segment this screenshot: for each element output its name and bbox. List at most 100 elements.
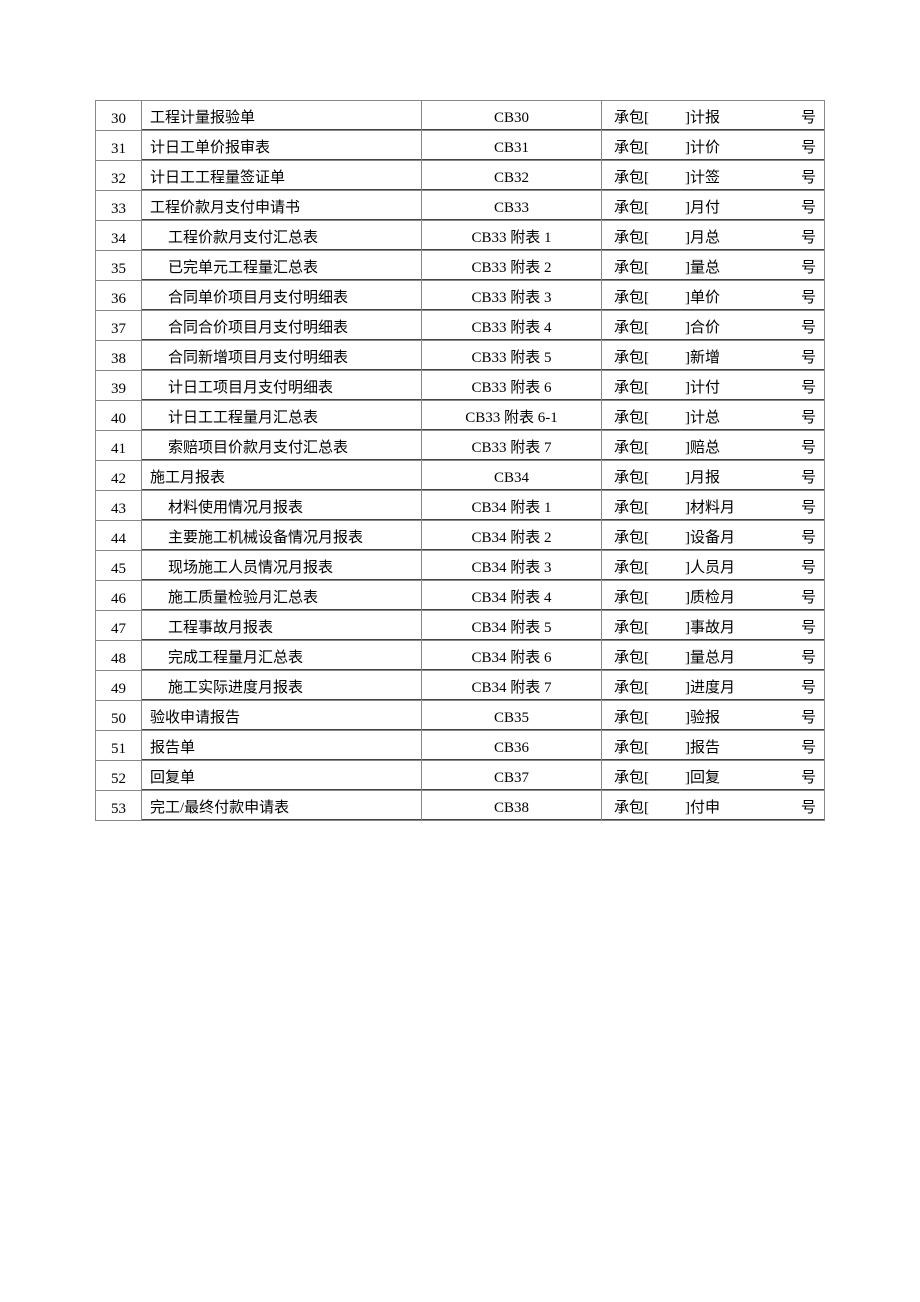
ref-label: 计付 bbox=[690, 380, 720, 396]
row-reference-left: 承包[]计价 bbox=[614, 136, 720, 157]
row-reference-left: 承包[]报告 bbox=[614, 736, 720, 757]
row-name: 索赔项目价款月支付汇总表 bbox=[142, 431, 422, 461]
row-name: 报告单 bbox=[142, 731, 422, 761]
row-code: CB33 附表 7 bbox=[422, 431, 602, 461]
table-row: 43材料使用情况月报表CB34 附表 1承包[]材料月号 bbox=[96, 491, 825, 521]
row-name: 施工月报表 bbox=[142, 461, 422, 491]
ref-suffix: 号 bbox=[801, 136, 816, 157]
row-code-text: CB32 bbox=[422, 170, 601, 190]
row-reference-left: 承包[]回复 bbox=[614, 766, 720, 787]
row-name: 验收申请报告 bbox=[142, 701, 422, 731]
row-reference-left: 承包[]赔总 bbox=[614, 436, 720, 457]
row-code: CB34 附表 3 bbox=[422, 551, 602, 581]
row-reference-left: 承包[]月付 bbox=[614, 196, 720, 217]
row-code: CB34 bbox=[422, 461, 602, 491]
ref-prefix: 承包[ bbox=[614, 440, 649, 456]
row-reference-inner: 承包[]新增号 bbox=[602, 346, 824, 370]
row-name: 主要施工机械设备情况月报表 bbox=[142, 521, 422, 551]
row-code-text: CB34 附表 1 bbox=[422, 496, 601, 520]
row-reference-inner: 承包[]进度月号 bbox=[602, 676, 824, 700]
row-reference: 承包[]赔总号 bbox=[602, 431, 825, 461]
ref-suffix: 号 bbox=[801, 346, 816, 367]
row-reference-left: 承包[]合价 bbox=[614, 316, 720, 337]
row-index: 42 bbox=[96, 461, 142, 491]
row-name: 工程计量报验单 bbox=[142, 101, 422, 131]
row-reference-left: 承包[]月总 bbox=[614, 226, 720, 247]
table-row: 53完工/最终付款申请表CB38承包[]付申号 bbox=[96, 791, 825, 821]
row-index: 31 bbox=[96, 131, 142, 161]
row-name-text: 计日工工程量月汇总表 bbox=[142, 406, 421, 430]
table-row: 32计日工工程量签证单CB32承包[]计签号 bbox=[96, 161, 825, 191]
row-reference-left: 承包[]量总月 bbox=[614, 646, 735, 667]
row-code-text: CB33 附表 2 bbox=[422, 256, 601, 280]
ref-suffix: 号 bbox=[801, 526, 816, 547]
ref-label: 新增 bbox=[690, 350, 720, 366]
row-reference-left: 承包[]事故月 bbox=[614, 616, 735, 637]
row-index-text: 42 bbox=[96, 471, 141, 490]
row-name-text: 验收申请报告 bbox=[142, 706, 421, 730]
row-index: 50 bbox=[96, 701, 142, 731]
row-code: CB35 bbox=[422, 701, 602, 731]
row-code: CB33 附表 1 bbox=[422, 221, 602, 251]
ref-prefix: 承包[ bbox=[614, 740, 649, 756]
row-reference-left: 承包[]材料月 bbox=[614, 496, 735, 517]
ref-prefix: 承包[ bbox=[614, 260, 649, 276]
ref-label: 计总 bbox=[690, 410, 720, 426]
row-code: CB37 bbox=[422, 761, 602, 791]
row-reference-inner: 承包[]合价号 bbox=[602, 316, 824, 340]
ref-label: 计价 bbox=[690, 140, 720, 156]
row-reference: 承包[]量总号 bbox=[602, 251, 825, 281]
table-row: 41索赔项目价款月支付汇总表CB33 附表 7承包[]赔总号 bbox=[96, 431, 825, 461]
row-reference: 承包[]材料月号 bbox=[602, 491, 825, 521]
row-reference-left: 承包[]量总 bbox=[614, 256, 720, 277]
table-row: 30工程计量报验单CB30承包[]计报号 bbox=[96, 101, 825, 131]
ref-label: 单价 bbox=[690, 290, 720, 306]
ref-suffix: 号 bbox=[801, 106, 816, 127]
row-name: 施工实际进度月报表 bbox=[142, 671, 422, 701]
row-code: CB33 附表 2 bbox=[422, 251, 602, 281]
row-code: CB36 bbox=[422, 731, 602, 761]
row-reference: 承包[]回复号 bbox=[602, 761, 825, 791]
row-name-text: 完工/最终付款申请表 bbox=[142, 796, 421, 820]
row-code-text: CB37 bbox=[422, 770, 601, 790]
table-row: 34工程价款月支付汇总表CB33 附表 1承包[]月总号 bbox=[96, 221, 825, 251]
row-code: CB33 附表 5 bbox=[422, 341, 602, 371]
table-row: 31计日工单价报审表CB31承包[]计价号 bbox=[96, 131, 825, 161]
row-reference: 承包[]月总号 bbox=[602, 221, 825, 251]
ref-label: 计报 bbox=[690, 110, 720, 126]
row-reference-inner: 承包[]验报号 bbox=[602, 706, 824, 730]
row-code: CB33 附表 6 bbox=[422, 371, 602, 401]
row-reference-left: 承包[]人员月 bbox=[614, 556, 735, 577]
ref-prefix: 承包[ bbox=[614, 350, 649, 366]
ref-prefix: 承包[ bbox=[614, 800, 649, 816]
ref-suffix: 号 bbox=[801, 676, 816, 697]
row-index-text: 45 bbox=[96, 561, 141, 580]
row-reference: 承包[]质检月号 bbox=[602, 581, 825, 611]
row-reference-inner: 承包[]计签号 bbox=[602, 166, 824, 190]
row-reference-inner: 承包[]赔总号 bbox=[602, 436, 824, 460]
ref-label: 进度月 bbox=[690, 680, 735, 696]
row-code: CB34 附表 2 bbox=[422, 521, 602, 551]
ref-prefix: 承包[ bbox=[614, 200, 649, 216]
row-code: CB33 附表 6-1 bbox=[422, 401, 602, 431]
forms-table: 30工程计量报验单CB30承包[]计报号31计日工单价报审表CB31承包[]计价… bbox=[95, 100, 825, 821]
row-index: 34 bbox=[96, 221, 142, 251]
row-name: 计日工单价报审表 bbox=[142, 131, 422, 161]
row-name-text: 完成工程量月汇总表 bbox=[142, 646, 421, 670]
row-index-text: 36 bbox=[96, 291, 141, 310]
row-code-text: CB33 附表 3 bbox=[422, 286, 601, 310]
ref-prefix: 承包[ bbox=[614, 140, 649, 156]
row-reference-left: 承包[]设备月 bbox=[614, 526, 735, 547]
row-reference: 承包[]新增号 bbox=[602, 341, 825, 371]
row-index: 52 bbox=[96, 761, 142, 791]
row-reference-left: 承包[]计签 bbox=[614, 166, 720, 187]
row-reference-left: 承包[]计总 bbox=[614, 406, 720, 427]
ref-prefix: 承包[ bbox=[614, 380, 649, 396]
row-reference-left: 承包[]验报 bbox=[614, 706, 720, 727]
ref-suffix: 号 bbox=[801, 736, 816, 757]
row-name: 工程事故月报表 bbox=[142, 611, 422, 641]
table-row: 36合同单价项目月支付明细表CB33 附表 3承包[]单价号 bbox=[96, 281, 825, 311]
row-name: 完工/最终付款申请表 bbox=[142, 791, 422, 821]
row-code-text: CB36 bbox=[422, 740, 601, 760]
row-index-text: 39 bbox=[96, 381, 141, 400]
